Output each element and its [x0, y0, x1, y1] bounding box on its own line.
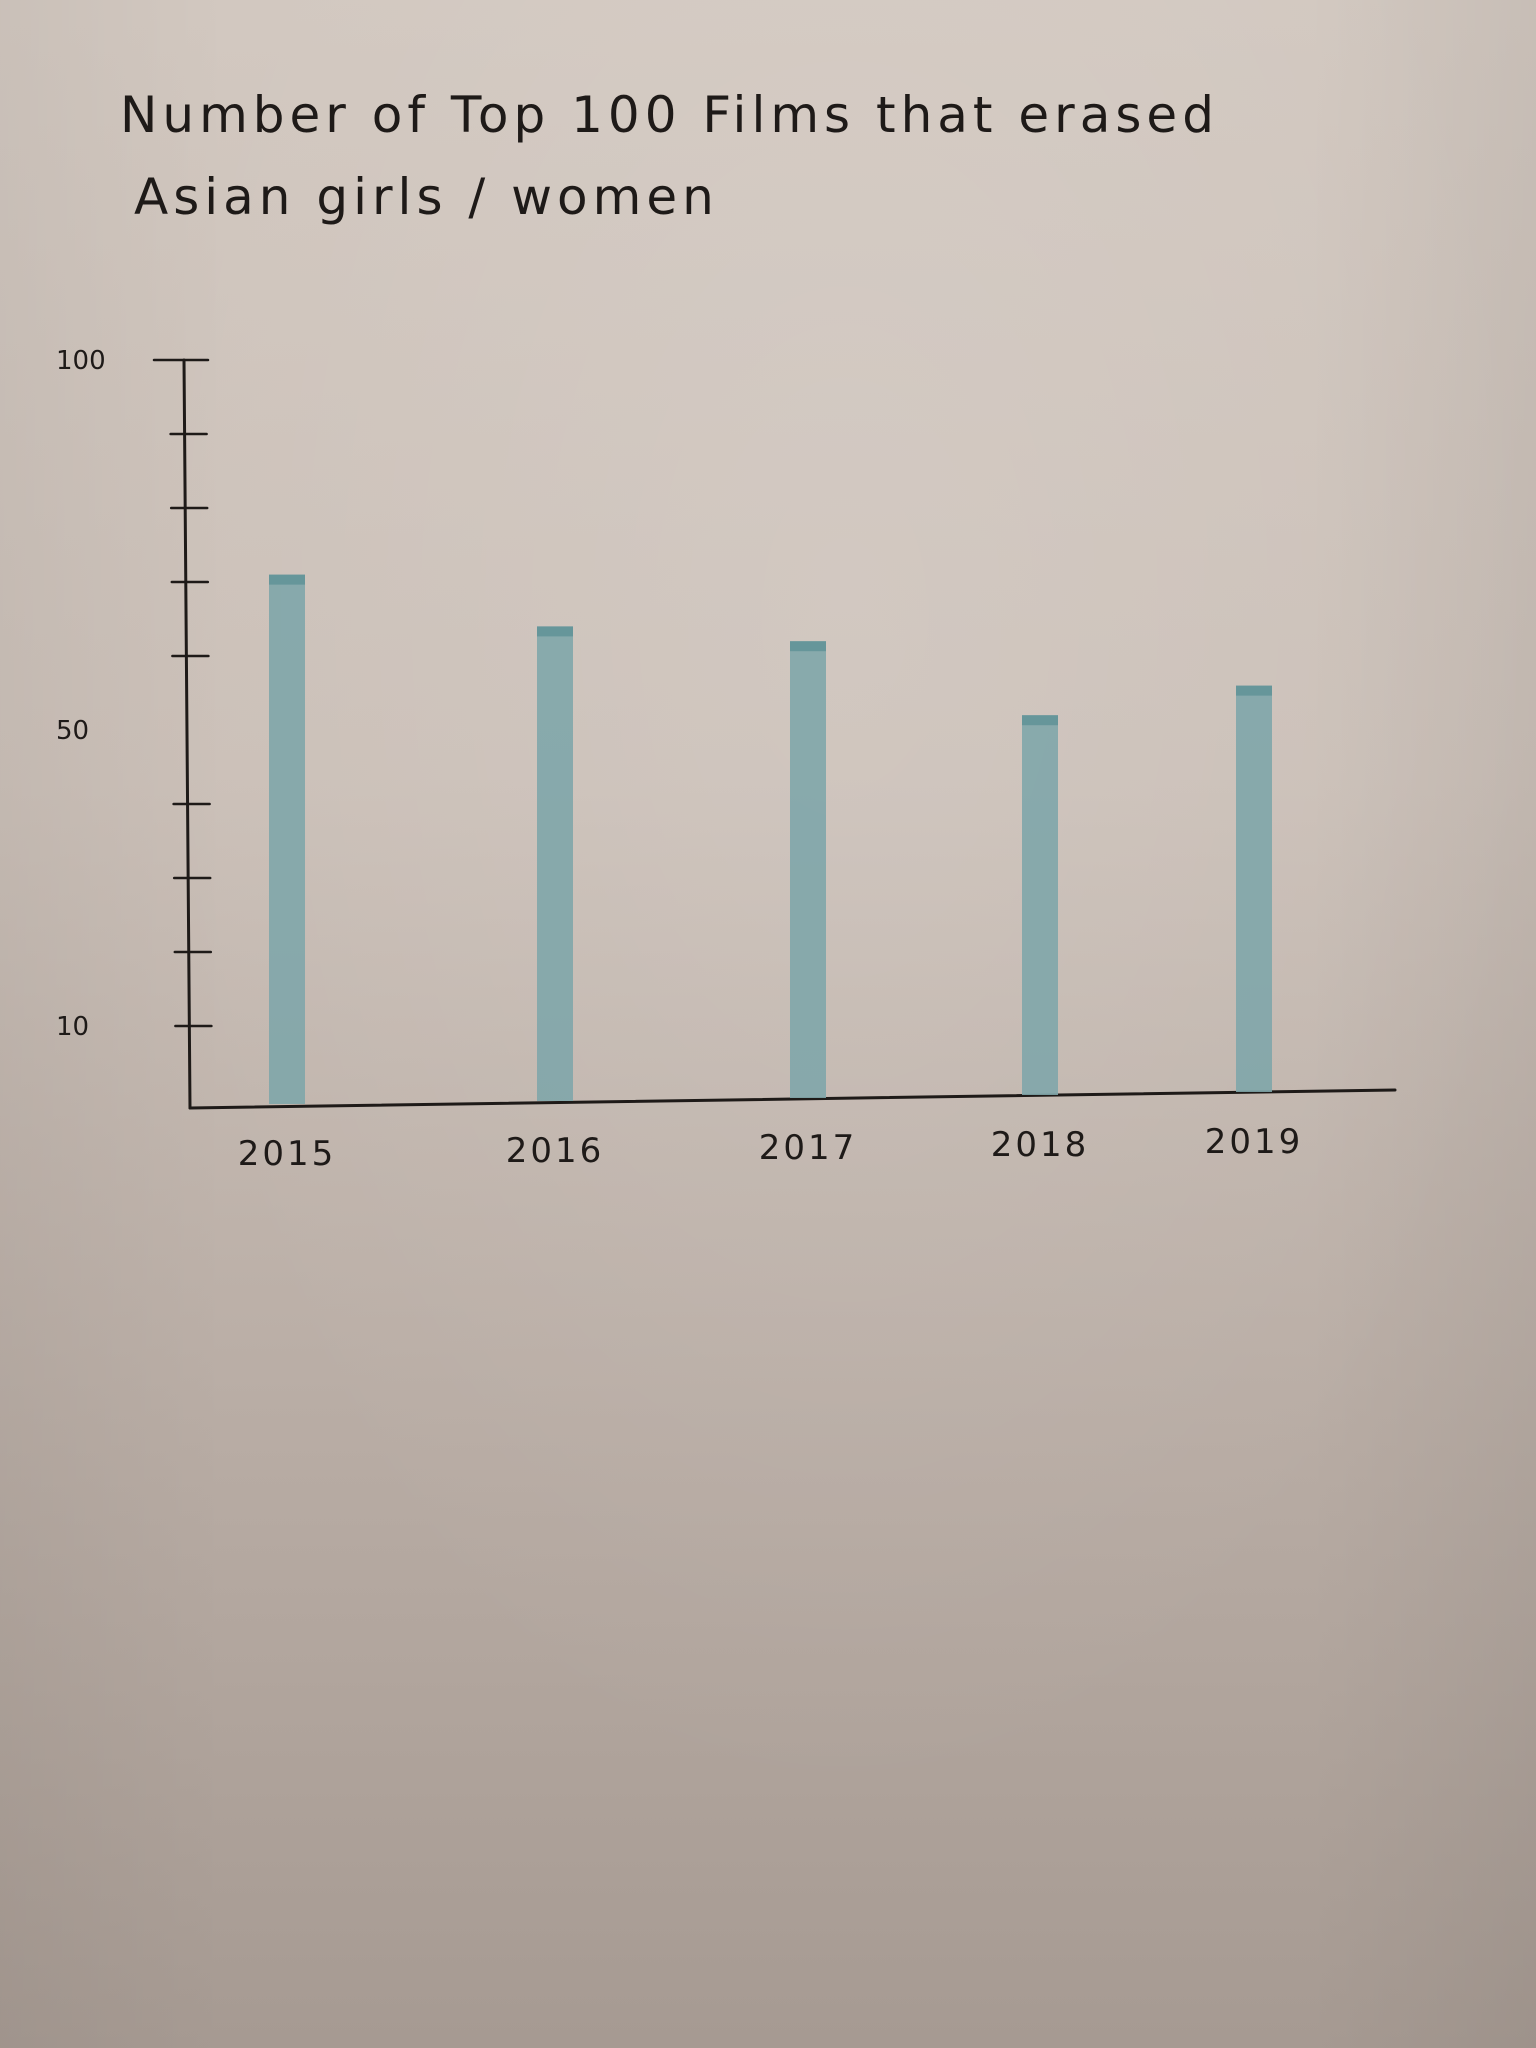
bar-cap-2018 [1022, 715, 1058, 726]
bar-2019 [1236, 685, 1272, 1092]
x-tick-label-2019: 2019 [1205, 1122, 1304, 1162]
x-tick-label-2015: 2015 [238, 1134, 337, 1174]
x-tick-label-2017: 2017 [759, 1128, 858, 1168]
bar-cap-2016 [537, 626, 573, 637]
x-tick-label-2018: 2018 [991, 1125, 1090, 1165]
bar-cap-2019 [1236, 685, 1272, 696]
bar-2017 [790, 641, 826, 1098]
bar-cap-2015 [269, 574, 305, 585]
y-tick-label: 100 [56, 346, 106, 376]
bar-2018 [1022, 715, 1058, 1095]
y-tick-label: 10 [56, 1012, 89, 1042]
chart-title-line-1: Number of Top 100 Films that erased [120, 86, 1219, 144]
x-tick-label-2016: 2016 [506, 1131, 605, 1171]
bar-cap-2017 [790, 641, 826, 652]
bar-chart: 100 50 10 2015 2016 2017 2018 2019 [56, 346, 1397, 1174]
chart-title-line-2: Asian girls / women [134, 168, 719, 226]
bar-2015 [269, 574, 305, 1104]
y-tick-label: 50 [56, 716, 89, 746]
x-axis-line [188, 1088, 1397, 1110]
bar-2016 [537, 626, 573, 1101]
y-axis-line [182, 358, 192, 1110]
